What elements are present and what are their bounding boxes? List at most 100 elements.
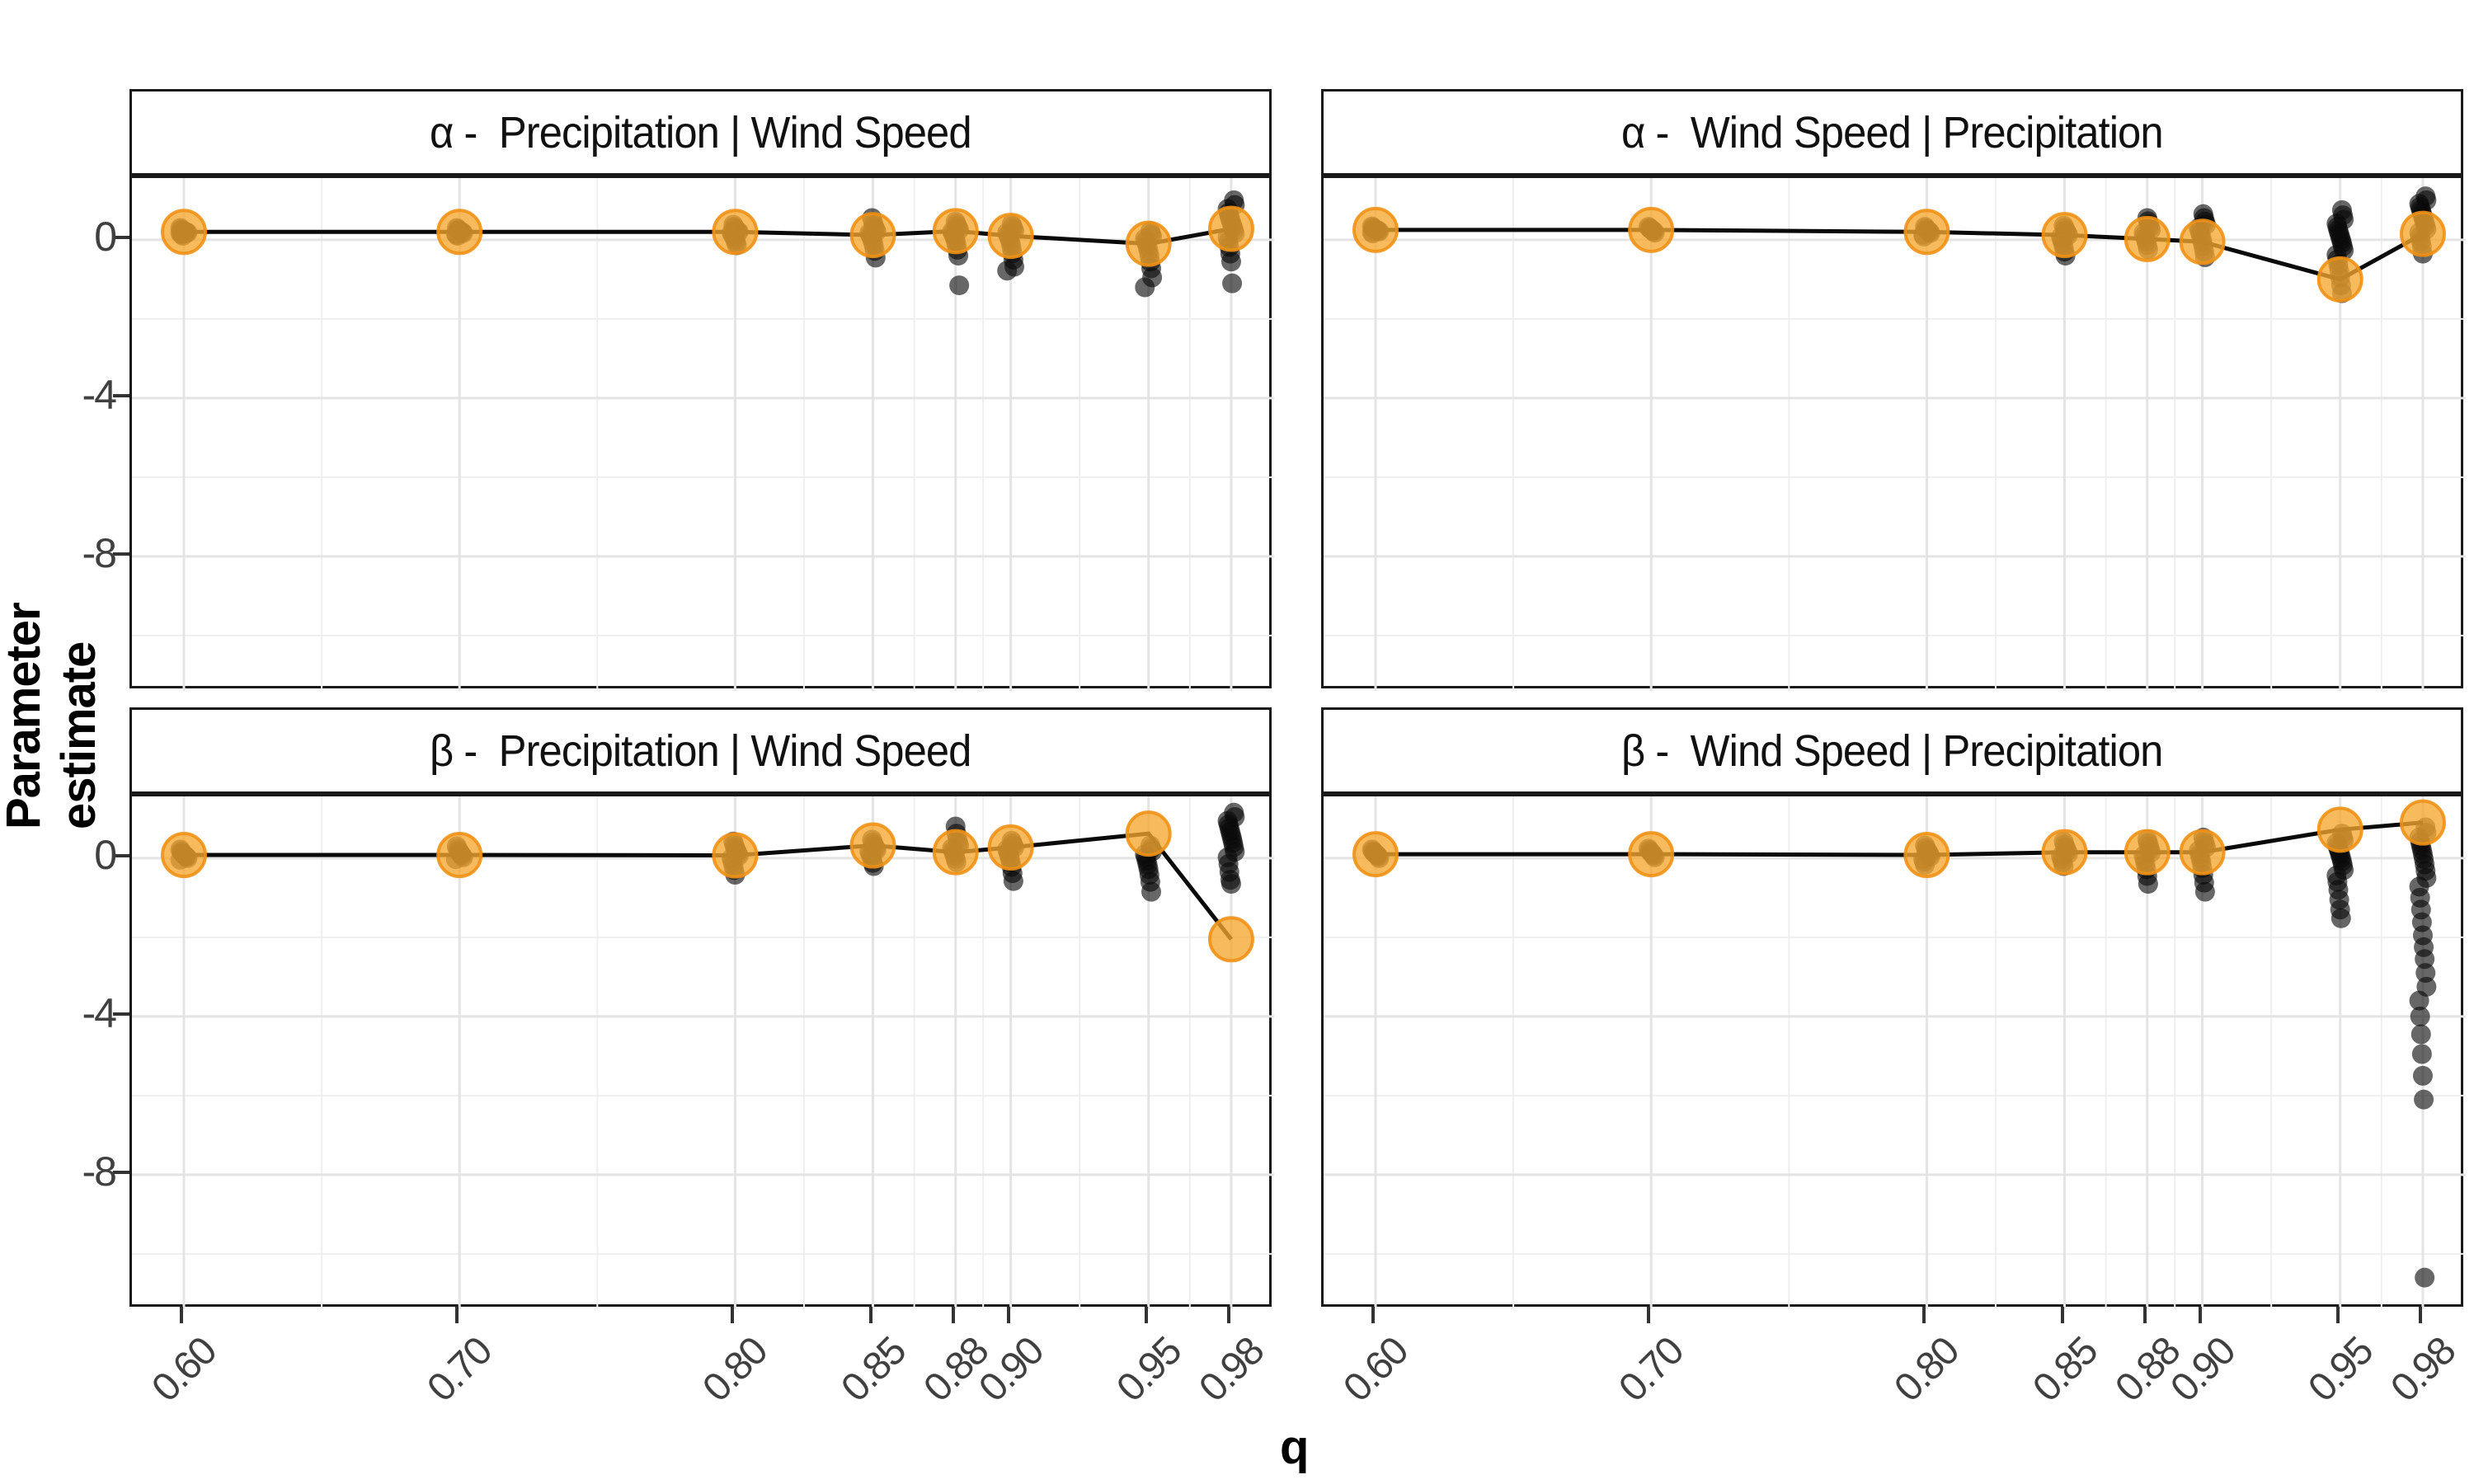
facet-strip-label: β - Wind Speed | Precipitation <box>1621 726 2163 776</box>
facet-plot-area <box>132 796 1274 1309</box>
mean-point <box>2041 212 2088 259</box>
x-tick-mark <box>1647 1307 1651 1323</box>
data-point <box>2411 1044 2432 1064</box>
mean-point <box>712 209 759 256</box>
mean-point <box>1352 206 1399 253</box>
mean-point <box>987 824 1034 871</box>
mean-point <box>2316 806 2363 853</box>
y-tick-label: -4 <box>82 989 117 1036</box>
mean-point <box>161 832 207 879</box>
facet-plot-area <box>1324 178 2466 691</box>
mean-point <box>1903 209 1950 256</box>
facet-strip-beta-precip-ws: β - Precipitation | Wind Speed <box>129 707 1272 794</box>
x-tick-mark <box>2198 1307 2202 1323</box>
x-tick-label: 0.80 <box>694 1329 776 1411</box>
data-point <box>2415 1267 2435 1288</box>
data-point <box>949 275 970 296</box>
mean-point <box>849 822 896 869</box>
x-tick-mark <box>2142 1307 2147 1323</box>
mean-point <box>1207 916 1254 963</box>
x-tick-mark <box>2418 1307 2422 1323</box>
x-tick-mark <box>1371 1307 1375 1323</box>
facet-plot-area <box>132 178 1274 691</box>
data-point <box>2412 1065 2433 1086</box>
y-tick-label: -4 <box>82 371 117 418</box>
data-point <box>2331 908 2351 928</box>
y-tick-mark <box>113 853 129 857</box>
x-axis-title: q <box>1280 1421 1309 1474</box>
panel-alpha-ws-precip <box>1321 176 2466 691</box>
mean-point <box>2399 210 2446 257</box>
mean-point <box>1628 831 1675 878</box>
y-tick-label: 0 <box>94 213 117 260</box>
facet-plot-area <box>1324 796 2466 1309</box>
x-tick-label: 0.60 <box>1335 1329 1417 1411</box>
mean-point <box>1125 810 1172 857</box>
data-point <box>1221 251 1241 272</box>
x-tick-label: 0.95 <box>2299 1329 2381 1411</box>
mean-point <box>2041 829 2088 876</box>
x-tick-mark <box>1006 1307 1010 1323</box>
x-tick-mark <box>1922 1307 1926 1323</box>
x-tick-label: 0.70 <box>1611 1329 1692 1411</box>
x-tick-mark <box>2060 1307 2064 1323</box>
mean-point <box>436 832 483 879</box>
data-point <box>1221 874 1241 895</box>
data-point <box>2409 990 2429 1011</box>
mean-line <box>1376 228 2425 282</box>
y-axis-title: Parameter estimate <box>0 603 106 829</box>
data-point <box>2138 874 2158 895</box>
x-tick-label: 0.60 <box>143 1329 225 1411</box>
x-tick-label: 0.80 <box>1886 1329 1968 1411</box>
x-tick-mark <box>2335 1307 2340 1323</box>
y-tick-mark <box>113 1170 129 1174</box>
mean-point <box>2316 256 2363 303</box>
facet-strip-alpha-ws-precip: α - Wind Speed | Precipitation <box>1321 89 2463 176</box>
mean-point <box>987 213 1034 260</box>
mean-point <box>1207 205 1254 252</box>
y-tick-mark <box>113 1012 129 1016</box>
y-tick-mark <box>113 552 129 556</box>
facet-strip-label: β - Precipitation | Wind Speed <box>430 726 971 776</box>
x-tick-label: 0.90 <box>970 1329 1051 1411</box>
mean-point <box>1352 831 1399 878</box>
mean-point <box>2124 215 2171 262</box>
y-tick-label: -8 <box>82 1148 117 1195</box>
x-tick-mark <box>868 1307 872 1323</box>
mean-point <box>1903 832 1950 879</box>
x-tick-mark <box>1144 1307 1148 1323</box>
data-point <box>997 261 1018 281</box>
mean-point <box>2179 829 2226 876</box>
mean-point <box>2124 829 2171 876</box>
y-tick-label: 0 <box>94 831 117 878</box>
mean-point <box>2399 799 2446 846</box>
y-tick-label: -8 <box>82 529 117 576</box>
x-tick-label: 0.85 <box>832 1329 914 1411</box>
x-tick-mark <box>1226 1307 1230 1323</box>
x-tick-mark <box>951 1307 955 1323</box>
mean-point <box>932 829 979 876</box>
mean-point <box>2179 218 2226 265</box>
facet-strip-alpha-precip-ws: α - Precipitation | Wind Speed <box>129 89 1272 176</box>
mean-line <box>184 226 1232 247</box>
x-tick-label: 0.98 <box>1191 1329 1272 1411</box>
y-tick-mark <box>113 235 129 239</box>
data-point <box>2410 1006 2430 1026</box>
x-tick-mark <box>731 1307 735 1323</box>
data-point <box>2411 1024 2431 1045</box>
panel-alpha-precip-ws <box>129 176 1274 691</box>
mean-line <box>184 831 1233 941</box>
panel-beta-ws-precip <box>1321 794 2466 1309</box>
x-tick-label: 0.70 <box>419 1329 501 1411</box>
facet-strip-label: α - Wind Speed | Precipitation <box>1621 107 2164 157</box>
x-tick-mark <box>455 1307 459 1323</box>
data-point <box>1141 881 1161 902</box>
mean-point <box>1125 220 1172 267</box>
mean-point <box>849 212 896 259</box>
facet-strip-label: α - Precipitation | Wind Speed <box>430 107 972 157</box>
data-point <box>2194 881 2215 902</box>
mean-point <box>712 832 759 879</box>
data-point <box>1003 871 1023 891</box>
x-tick-label: 0.90 <box>2161 1329 2243 1411</box>
